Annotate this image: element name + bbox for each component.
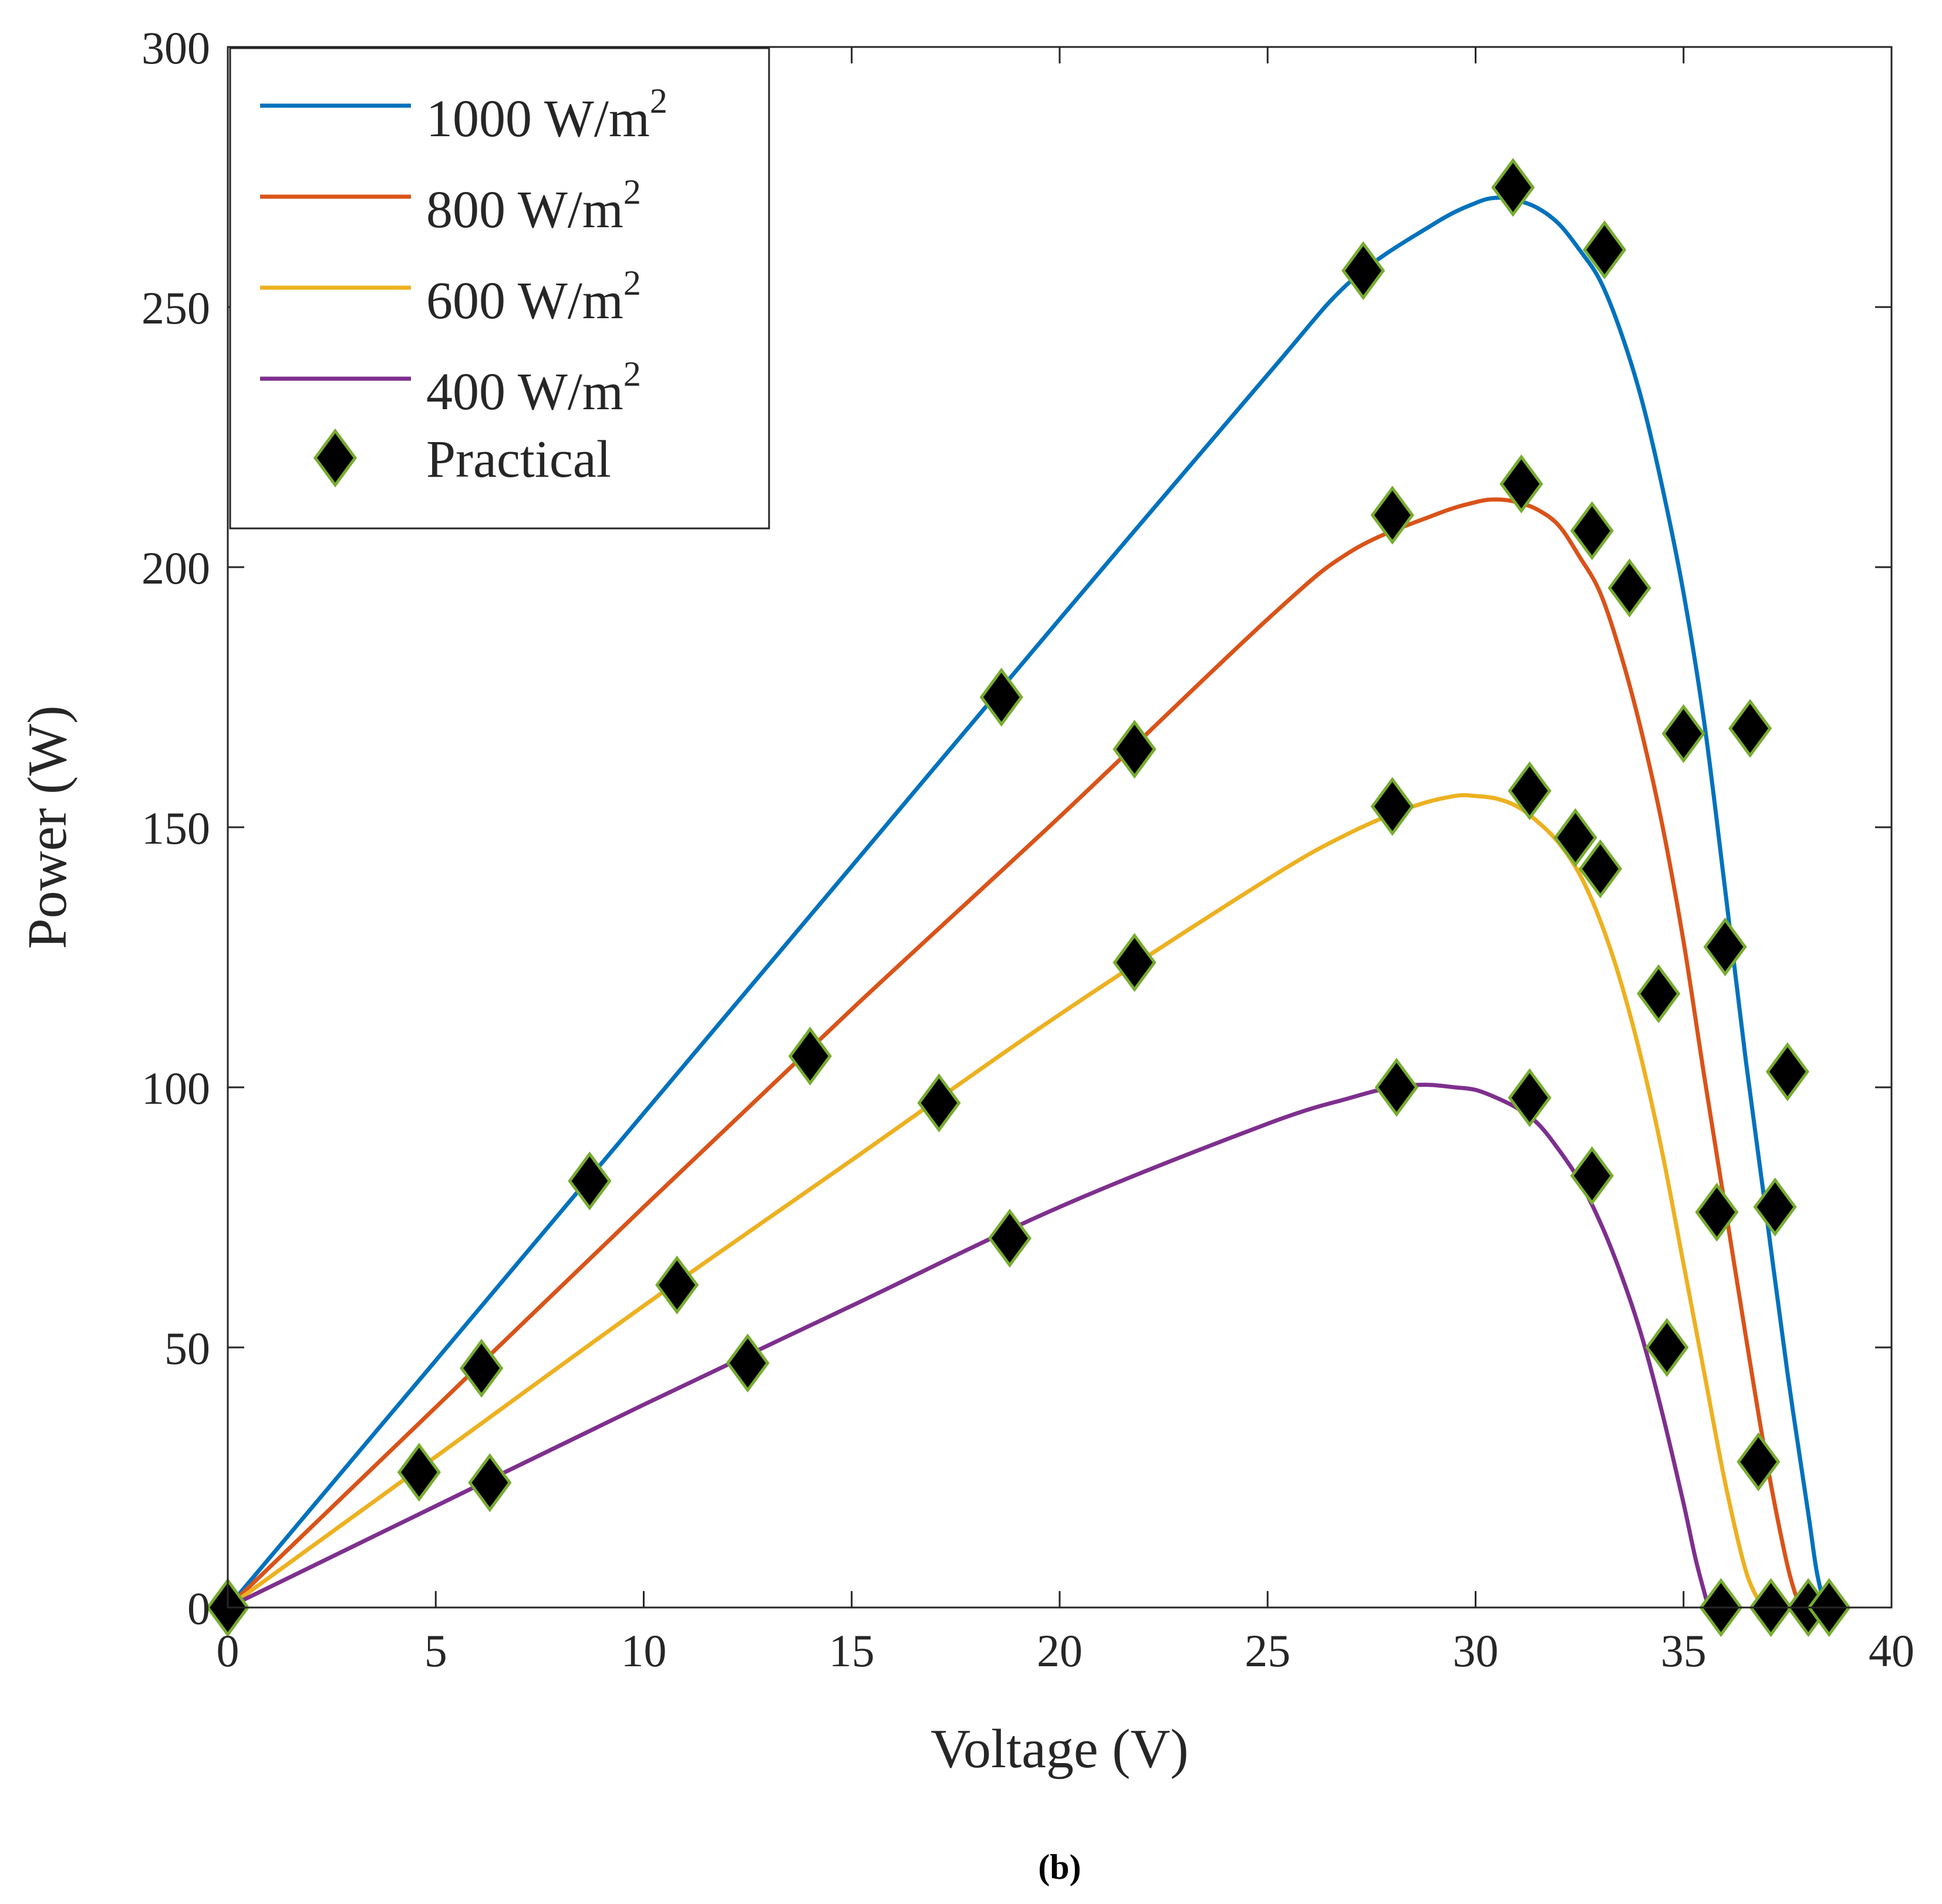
practical-point-22	[1553, 808, 1597, 867]
legend-label-practical: Practical	[426, 430, 611, 488]
series-line-4	[227, 1083, 1711, 1610]
legend-label-3: 600 W/m2	[426, 264, 641, 330]
legend-label-text: 400 W/m	[426, 363, 623, 421]
practical-point-27	[1607, 558, 1651, 618]
practical-point-8	[788, 1026, 832, 1086]
x-tick-label: 25	[1245, 1625, 1290, 1676]
legend-swatch-practical	[313, 428, 358, 488]
legend-label-text: 1000 W/m	[426, 90, 650, 148]
practical-point-4	[468, 1453, 512, 1512]
legend-label-4: 400 W/m2	[426, 355, 641, 421]
y-axis-title: Power (W)	[17, 705, 78, 949]
practical-point-17	[1374, 1057, 1418, 1117]
practical-point-16	[1370, 777, 1414, 836]
legend-label-text: 800 W/m	[426, 181, 623, 239]
practical-point-33	[1728, 699, 1772, 758]
practical-point-23	[1570, 501, 1614, 561]
practical-point-31	[1695, 1182, 1739, 1242]
y-tick-label: 100	[141, 1063, 210, 1114]
practical-point-37	[1753, 1177, 1797, 1236]
practical-point-18	[1491, 158, 1535, 217]
x-tick-label: 20	[1037, 1625, 1083, 1676]
y-tick-label: 0	[187, 1583, 210, 1634]
legend-label-superscript: 2	[650, 82, 667, 120]
practical-point-25	[1578, 839, 1623, 899]
practical-point-2	[397, 1443, 441, 1502]
series-line-1	[226, 196, 1828, 1609]
practical-point-10	[979, 668, 1023, 727]
practical-point-29	[1645, 1317, 1689, 1377]
y-tick-label: 50	[164, 1323, 210, 1374]
y-tick-label: 150	[141, 803, 210, 854]
practical-markers-layer	[205, 158, 1851, 1637]
legend-label-2: 800 W/m2	[426, 173, 641, 239]
legend-label-superscript: 2	[623, 173, 641, 211]
y-tick-label: 200	[141, 542, 210, 594]
x-tick-label: 0	[217, 1625, 240, 1676]
y-tick-label: 300	[141, 22, 210, 73]
x-tick-label: 5	[424, 1625, 447, 1676]
legend-label-superscript: 2	[623, 355, 641, 393]
practical-point-34	[1737, 1432, 1781, 1492]
practical-point-11	[987, 1208, 1032, 1268]
x-tick-label: 30	[1453, 1625, 1499, 1676]
practical-point-21	[1508, 1068, 1552, 1127]
practical-point-15	[1370, 486, 1414, 545]
axes-layer: 0 5 10 15 20 25 30 35 40 0 50 100 150 200 250 300	[141, 22, 1914, 1676]
legend-label-text: 600 W/m	[426, 272, 623, 330]
series-layer	[226, 196, 1828, 1610]
series-line-3	[226, 793, 1765, 1609]
practical-point-9	[917, 1073, 961, 1133]
legend-label-superscript: 2	[623, 264, 641, 302]
x-axis-title: Voltage (V)	[930, 1718, 1188, 1780]
practical-point-30	[1661, 704, 1705, 763]
practical-point-7	[726, 1333, 770, 1393]
practical-point-32	[1703, 917, 1747, 976]
figure-caption: (b)	[1038, 1848, 1081, 1886]
y-tick-label: 250	[141, 282, 210, 333]
practical-point-14	[1341, 241, 1385, 301]
legend-label-1: 1000 W/m2	[426, 82, 667, 148]
practical-point-6	[655, 1255, 699, 1315]
practical-point-24	[1570, 1146, 1614, 1205]
x-tick-label: 40	[1869, 1625, 1914, 1676]
practical-point-20	[1508, 761, 1552, 821]
x-tick-label: 15	[829, 1625, 875, 1676]
x-tick-label: 10	[621, 1625, 667, 1676]
practical-point-5	[568, 1151, 612, 1211]
practical-point-38	[1765, 1042, 1809, 1101]
practical-point-28	[1637, 964, 1681, 1023]
practical-point-19	[1499, 454, 1543, 514]
practical-point-26	[1583, 220, 1627, 279]
practical-point-12	[1112, 719, 1157, 779]
x-tick-label: 35	[1661, 1625, 1707, 1676]
practical-point-3	[460, 1339, 504, 1398]
practical-point-13	[1112, 933, 1157, 992]
